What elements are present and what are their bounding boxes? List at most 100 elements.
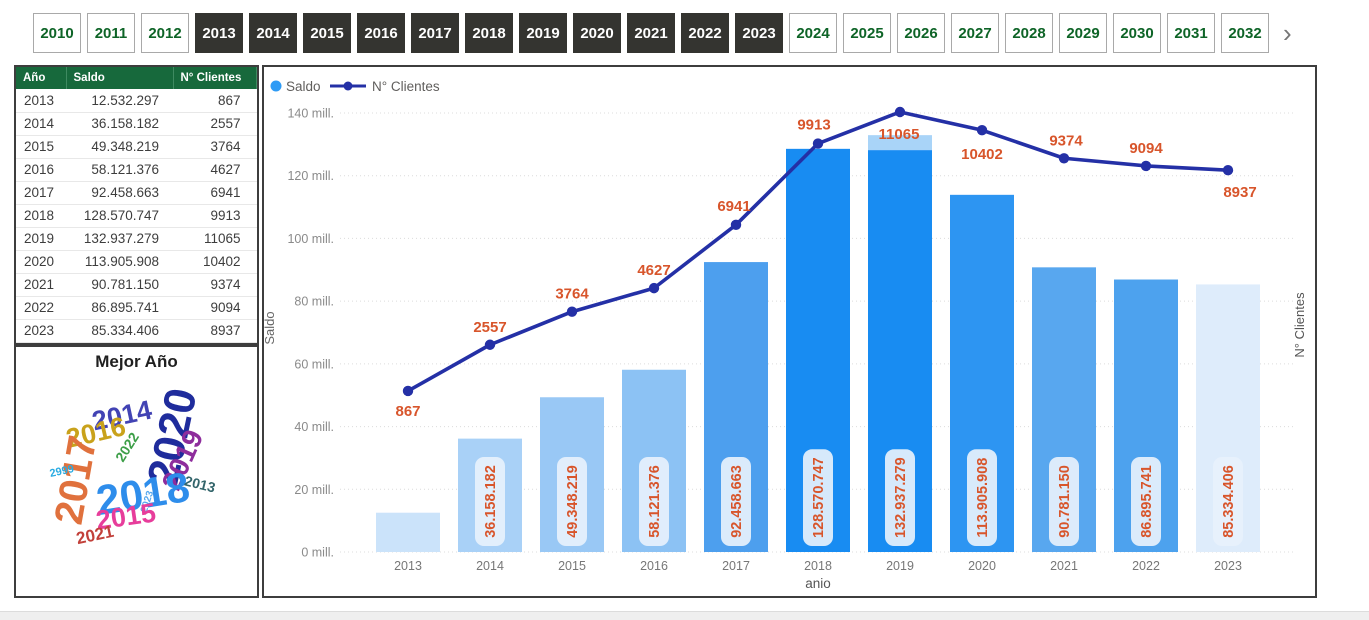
- summary-table: Año Saldo N° Clientes 2013 12.532.297 867 201…: [16, 67, 257, 343]
- line-point-2017[interactable]: [730, 219, 742, 231]
- bar-label-pill: [1131, 457, 1161, 546]
- next-years-chevron-icon[interactable]: ›: [1283, 18, 1292, 48]
- line-point-2014[interactable]: [484, 339, 496, 350]
- year-button-2016[interactable]: 2016: [357, 13, 405, 53]
- best-year-panel: 2014 2016 2022 2020 2019 2017 2999 2018 2013 2023…: [14, 345, 259, 598]
- table-cell: 9094: [173, 296, 257, 320]
- year-button-2032[interactable]: 2032: [1221, 13, 1269, 53]
- point-value-label: 10402: [961, 146, 1003, 163]
- table-row-2019[interactable]: 2019 132.937.279 11065: [16, 227, 257, 251]
- year-button-2014[interactable]: 2014: [249, 13, 297, 53]
- point-value-label: 6941: [717, 198, 750, 215]
- x-axis-tick-label: 2017: [722, 559, 750, 573]
- year-button-2030[interactable]: 2030: [1113, 13, 1161, 53]
- cloud-word-2021[interactable]: 2021: [74, 521, 116, 549]
- table-cell: 132.937.279: [66, 227, 173, 251]
- table-row-2016[interactable]: 2016 58.121.376 4627: [16, 158, 257, 182]
- line-point-2015[interactable]: [566, 306, 578, 317]
- legend-clientes-label[interactable]: N° Clientes: [372, 79, 440, 94]
- table-cell: 3764: [173, 135, 257, 159]
- line-point-2013[interactable]: [402, 385, 414, 397]
- table-row-2023[interactable]: 2023 85.334.406 8937: [16, 319, 257, 343]
- bar-value-label: 36.158.182: [483, 465, 499, 538]
- year-button-2028[interactable]: 2028: [1005, 13, 1053, 53]
- x-axis-tick-label: 2014: [476, 559, 504, 573]
- bar-value-label: 90.781.150: [1057, 465, 1073, 538]
- year-button-2010[interactable]: 2010: [33, 13, 81, 53]
- table-row-2022[interactable]: 2022 86.895.741 9094: [16, 296, 257, 320]
- line-point-2022[interactable]: [1140, 160, 1152, 172]
- year-button-2025[interactable]: 2025: [843, 13, 891, 53]
- table-row-2018[interactable]: 2018 128.570.747 9913: [16, 204, 257, 228]
- x-axis-tick-label: 2022: [1132, 559, 1160, 573]
- year-button-2012[interactable]: 2012: [141, 13, 189, 53]
- bar-value-label: 132.937.279: [893, 457, 909, 538]
- year-button-2022[interactable]: 2022: [681, 13, 729, 53]
- line-point-2023[interactable]: [1222, 165, 1234, 176]
- bar-2013[interactable]: [376, 512, 440, 552]
- table-cell: 2018: [16, 204, 66, 228]
- x-axis-tick-label: 2023: [1214, 559, 1242, 573]
- table-row-2014[interactable]: 2014 36.158.182 2557: [16, 112, 257, 136]
- year-button-2021[interactable]: 2021: [627, 13, 675, 53]
- table-cell: 86.895.741: [66, 296, 173, 320]
- year-button-2017[interactable]: 2017: [411, 13, 459, 53]
- table-cell: 36.158.182: [66, 112, 173, 136]
- year-button-2026[interactable]: 2026: [897, 13, 945, 53]
- table-cell: 2013: [16, 89, 66, 113]
- year-button-2011[interactable]: 2011: [87, 13, 135, 53]
- bar-label-pill: [1049, 457, 1079, 546]
- table-cell: 92.458.663: [66, 181, 173, 205]
- table-cell: 8937: [173, 319, 257, 343]
- point-value-label: 11065: [879, 126, 920, 143]
- table-cell: 113.905.908: [66, 250, 173, 274]
- table-row-2013[interactable]: 2013 12.532.297 867: [16, 89, 257, 113]
- legend-clientes-dot-icon: [343, 81, 353, 91]
- year-button-2019[interactable]: 2019: [519, 13, 567, 53]
- x-axis-tick-label: 2019: [886, 559, 914, 573]
- year-button-2024[interactable]: 2024: [789, 13, 837, 53]
- point-value-label: 2557: [473, 319, 506, 336]
- bar-value-label: 85.334.406: [1221, 465, 1237, 538]
- table-cell: 9913: [173, 204, 257, 228]
- year-button-2029[interactable]: 2029: [1059, 13, 1107, 53]
- line-point-2019[interactable]: [894, 106, 906, 118]
- table-row-2017[interactable]: 2017 92.458.663 6941: [16, 181, 257, 205]
- word-cloud: 2014 2016 2022 2020 2019 2017 2999 2018 2013 2023…: [16, 347, 257, 596]
- table-cell: 867: [173, 89, 257, 113]
- table-cell: 2023: [16, 319, 66, 343]
- line-point-2018[interactable]: [812, 138, 824, 149]
- table-cell: 2016: [16, 158, 66, 182]
- line-point-2021[interactable]: [1058, 153, 1070, 164]
- table-row-2021[interactable]: 2021 90.781.150 9374: [16, 273, 257, 297]
- point-value-label: 867: [395, 403, 420, 420]
- year-button-2027[interactable]: 2027: [951, 13, 999, 53]
- table-cell: 58.121.376: [66, 158, 173, 182]
- year-button-2023[interactable]: 2023: [735, 13, 783, 53]
- point-value-label: 9094: [1129, 140, 1163, 157]
- bar-value-label: 86.895.741: [1139, 465, 1155, 538]
- year-button-2015[interactable]: 2015: [303, 13, 351, 53]
- table-cell: 2015: [16, 135, 66, 159]
- combo-chart: 0 mill. 20 mill. 40 mill. 60 mill. 80 mill. 1…: [264, 79, 1307, 591]
- year-button-2031[interactable]: 2031: [1167, 13, 1215, 53]
- legend-saldo-label[interactable]: Saldo: [286, 79, 321, 94]
- bar-label-pill: [885, 449, 915, 546]
- x-axis-tick-label: 2015: [558, 559, 586, 573]
- y-axis-tick-label: 80 mill.: [294, 295, 334, 309]
- year-button-2018[interactable]: 2018: [465, 13, 513, 53]
- table-cell: 2017: [16, 181, 66, 205]
- year-button-2020[interactable]: 2020: [573, 13, 621, 53]
- table-cell: 2019: [16, 227, 66, 251]
- line-point-2016[interactable]: [648, 282, 660, 294]
- line-point-2020[interactable]: [976, 124, 988, 136]
- bar-value-label: 113.905.908: [975, 458, 991, 538]
- table-cell: 12.532.297: [66, 89, 173, 113]
- point-value-label: 3764: [555, 286, 589, 303]
- y-axis-tick-label: 20 mill.: [294, 483, 334, 497]
- table-row-2015[interactable]: 2015 49.348.219 3764: [16, 135, 257, 159]
- y-axis-tick-label: 120 mill.: [287, 169, 334, 183]
- table-row-2020[interactable]: 2020 113.905.908 10402: [16, 250, 257, 274]
- bar-highlight-cap[interactable]: [868, 135, 932, 151]
- year-button-2013[interactable]: 2013: [195, 13, 243, 53]
